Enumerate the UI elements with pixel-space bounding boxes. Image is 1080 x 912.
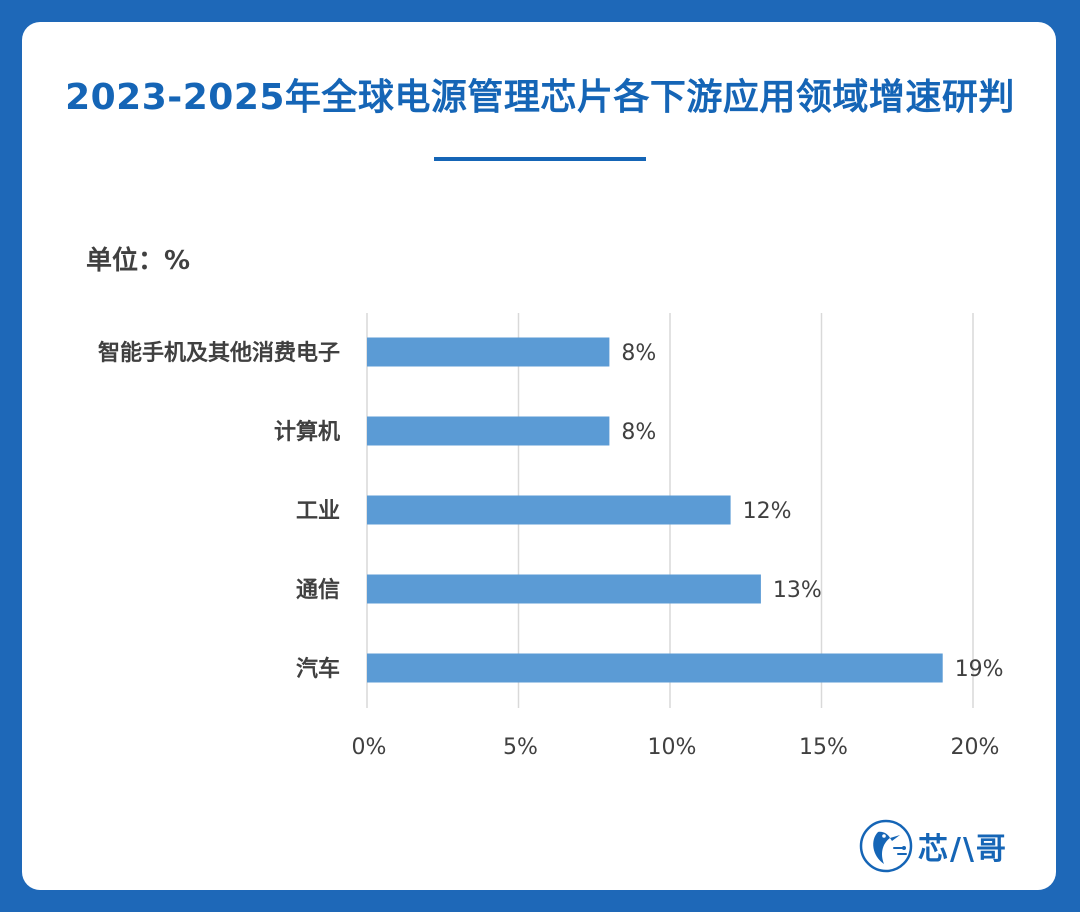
bar — [367, 495, 731, 525]
x-tick-label: 0% — [352, 735, 387, 760]
bar — [367, 653, 943, 683]
page-title: 2023-2025年全球电源管理芯片各下游应用领域增速研判 — [65, 77, 1015, 118]
bar — [367, 416, 610, 446]
data-label: 8% — [621, 341, 656, 366]
bar — [367, 574, 761, 604]
x-tick-label: 10% — [648, 735, 697, 760]
bird-logo-icon — [859, 819, 913, 873]
category-label: 智能手机及其他消费电子 — [98, 340, 340, 366]
x-tick-label: 20% — [951, 735, 1000, 760]
bar — [367, 337, 610, 367]
chart-bars — [367, 337, 943, 683]
data-label: 8% — [621, 420, 656, 445]
brand-name: 芯/\哥 — [918, 832, 1008, 867]
data-label: 19% — [955, 657, 1004, 682]
chart-x-tick-labels: 0% 5% 10% 15% 20% — [352, 735, 1000, 760]
category-label: 工业 — [296, 499, 340, 524]
chart-card — [22, 22, 1056, 890]
chart-data-labels: 8% 8% 12% 13% 19% — [621, 341, 1003, 682]
category-label: 汽车 — [296, 656, 340, 682]
x-tick-label: 15% — [799, 735, 848, 760]
x-tick-label: 5% — [503, 735, 538, 760]
unit-label: 单位：% — [86, 246, 191, 276]
category-label: 计算机 — [274, 419, 340, 445]
category-label: 通信 — [296, 577, 340, 603]
brand-logo: 芯/\哥 — [858, 818, 1008, 874]
data-label: 13% — [773, 578, 822, 603]
title-underline — [434, 157, 646, 161]
data-label: 12% — [743, 499, 792, 524]
